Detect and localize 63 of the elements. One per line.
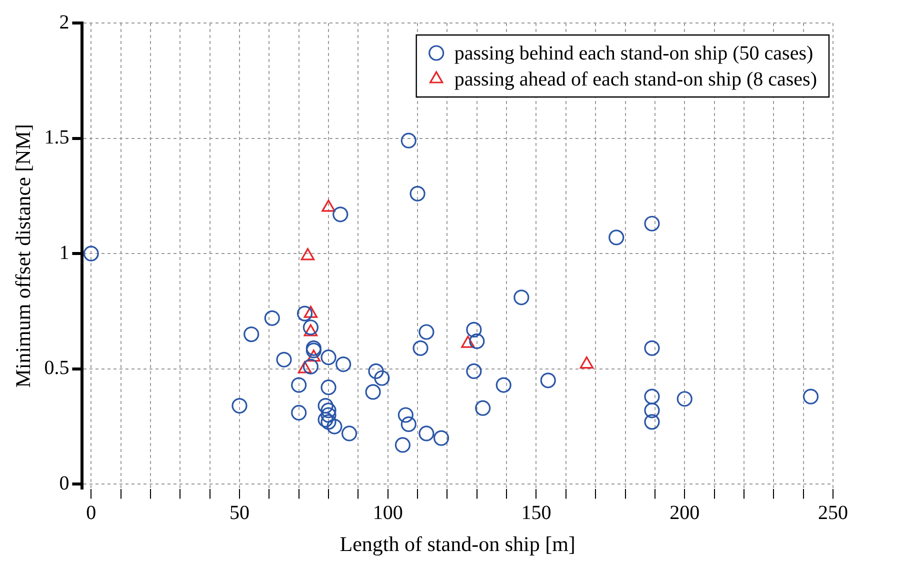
point xyxy=(644,216,660,232)
point xyxy=(291,377,307,393)
x-tick-label: 200 xyxy=(670,502,700,524)
point xyxy=(83,246,99,262)
point xyxy=(320,402,336,418)
x-tick-label: 50 xyxy=(229,502,250,524)
point xyxy=(410,186,426,202)
point xyxy=(433,430,450,446)
y-tick-label: 1.5 xyxy=(44,126,70,149)
x-tick-label: 150 xyxy=(521,502,552,524)
point xyxy=(496,377,512,393)
point xyxy=(336,356,352,372)
point xyxy=(418,426,434,442)
point xyxy=(302,320,319,336)
point xyxy=(676,391,692,407)
point xyxy=(466,322,482,338)
point xyxy=(296,306,313,322)
point xyxy=(232,398,248,414)
point xyxy=(418,324,434,340)
point xyxy=(318,398,334,414)
point xyxy=(644,414,660,430)
y-tick-label: 1 xyxy=(59,242,70,264)
legend-label: passing ahead of each stand-on ship (8 cases) xyxy=(454,68,817,90)
y-tick-label: 0 xyxy=(59,472,70,494)
legend-label: passing behind each stand-on ship (50 cases) xyxy=(454,42,814,64)
point xyxy=(320,350,336,366)
point xyxy=(291,404,307,421)
point xyxy=(374,370,390,386)
point xyxy=(326,418,342,434)
point xyxy=(320,414,336,430)
point xyxy=(394,437,410,453)
point xyxy=(400,416,416,432)
point xyxy=(398,407,414,423)
point xyxy=(608,230,624,246)
point xyxy=(475,400,491,416)
point xyxy=(341,426,358,442)
point xyxy=(302,358,319,374)
x-tick-label: 250 xyxy=(818,502,848,524)
point xyxy=(320,407,336,423)
y-axis-title: Minimum offset distance [NM] xyxy=(11,124,36,388)
point xyxy=(318,412,334,428)
point xyxy=(264,310,280,326)
point xyxy=(469,333,485,350)
point xyxy=(644,388,660,404)
point xyxy=(332,206,348,222)
point xyxy=(276,352,292,368)
point xyxy=(540,372,556,388)
point xyxy=(802,388,819,404)
point xyxy=(412,340,428,356)
y-tick-label: 0.5 xyxy=(44,357,70,380)
x-tick-label: 100 xyxy=(372,502,403,524)
point xyxy=(644,402,660,418)
point xyxy=(466,363,482,379)
x-tick-label: 0 xyxy=(86,502,96,524)
y-tick-label: 2 xyxy=(59,11,70,34)
point xyxy=(368,363,384,379)
point xyxy=(320,380,336,396)
x-axis-title: Length of stand-on ship [m] xyxy=(340,532,576,556)
point xyxy=(514,290,530,306)
point xyxy=(244,326,260,342)
point xyxy=(400,132,416,148)
point xyxy=(365,384,381,400)
point xyxy=(644,340,660,356)
